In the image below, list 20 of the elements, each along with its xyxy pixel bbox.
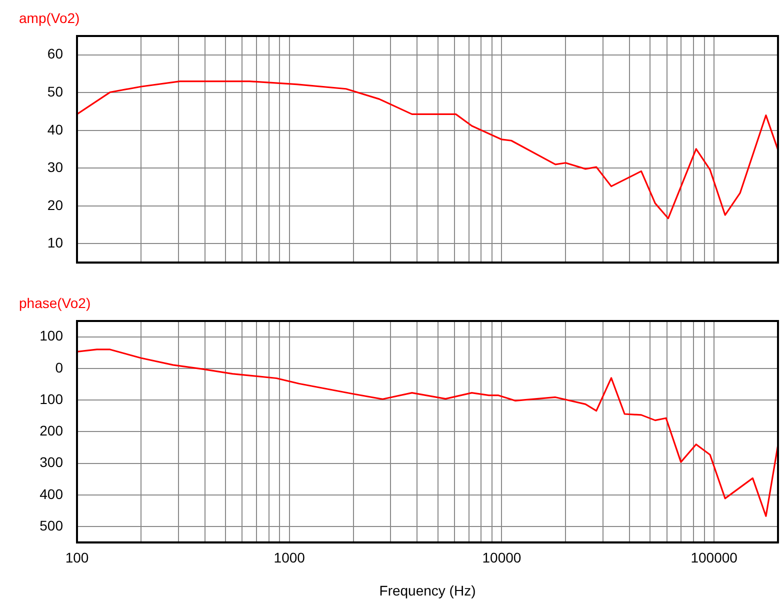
x-tick-label: 100000 bbox=[690, 550, 738, 566]
y-tick-label: 100 bbox=[40, 328, 64, 344]
text: amp(Vo2) bbox=[19, 10, 80, 26]
y-tick-label: 10 bbox=[47, 234, 64, 251]
y-tick-label: 20 bbox=[47, 196, 64, 213]
x-tick-label: 10000 bbox=[482, 550, 522, 566]
y-tick-label: 60 bbox=[47, 46, 64, 62]
y-tick-label: 0 bbox=[55, 359, 64, 376]
text: phase(Vo2) bbox=[19, 294, 91, 311]
x-tick-label: 1000 bbox=[274, 550, 306, 566]
y-tick-label: 400 bbox=[40, 486, 64, 502]
x-tick-label: 100 bbox=[65, 550, 89, 566]
y-tick-label: 200 bbox=[40, 422, 64, 439]
y-tick-label: 300 bbox=[40, 454, 64, 470]
y-tick-label: 100 bbox=[40, 390, 64, 407]
y-tick-label: 50 bbox=[47, 84, 64, 100]
y-tick-label: 500 bbox=[40, 517, 64, 534]
y-tick-label: 30 bbox=[47, 159, 64, 176]
y-tick-label: 40 bbox=[47, 121, 64, 138]
x-axis-title: Frequency (Hz) bbox=[379, 582, 476, 598]
